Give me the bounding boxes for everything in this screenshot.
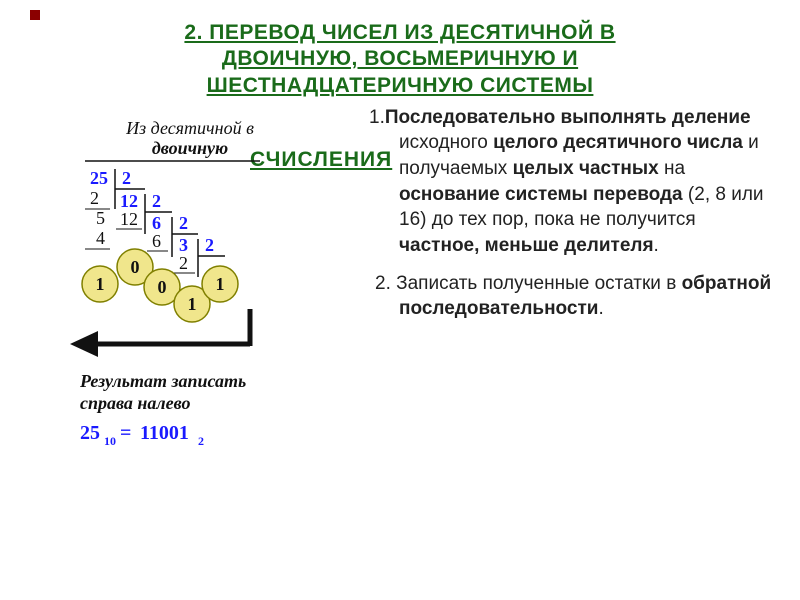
result-lhs: 25 (80, 422, 100, 444)
svg-text:0: 0 (131, 257, 140, 277)
svg-text:2: 2 (122, 168, 131, 188)
title-line-1: 2. ПЕРЕВОД ЧИСЕЛ ИЗ ДЕСЯТИЧНОЙ В (184, 21, 615, 44)
svg-text:25: 25 (90, 168, 108, 188)
step-2-body: Записать полученные остатки в обратной п… (391, 273, 771, 320)
diagram-header-2: двоичную (152, 138, 228, 158)
result-eq: = (120, 422, 131, 444)
svg-text:2: 2 (179, 253, 188, 273)
step-2: 2. Записать полученные остатки в обратно… (375, 271, 780, 322)
arrow-label-2: справа налево (80, 393, 190, 413)
step-1-body: Последовательно выполнять деление исходн… (385, 107, 764, 256)
step-1-number: 1. (369, 107, 385, 128)
svg-text:12: 12 (120, 209, 138, 229)
steps-text: 1.Последовательно выполнять деление исхо… (375, 109, 780, 489)
svg-text:4: 4 (96, 228, 105, 248)
svg-text:12: 12 (120, 191, 138, 211)
svg-text:2: 2 (152, 191, 161, 211)
svg-text:1: 1 (188, 294, 197, 314)
svg-text:6: 6 (152, 213, 161, 233)
svg-text:5: 5 (96, 208, 105, 228)
step-1: 1.Последовательно выполнять деление исхо… (375, 105, 780, 259)
svg-text:2: 2 (205, 235, 214, 255)
step-2-number: 2. (375, 273, 391, 294)
accent-square (30, 10, 40, 20)
svg-text:2: 2 (90, 188, 99, 208)
svg-text:6: 6 (152, 231, 161, 251)
result-rhs-sub: 2 (198, 434, 204, 448)
arrow-label-1: Результат записать (79, 371, 246, 391)
result-lhs-sub: 10 (104, 434, 116, 448)
svg-text:0: 0 (158, 277, 167, 297)
result-rhs: 11001 (140, 422, 189, 444)
title-line-3: ШЕСТНАДЦАТЕРИЧНУЮ СИСТЕМЫ (207, 74, 594, 97)
conversion-diagram: .hdr { font: italic 18px "Times New Roma… (20, 109, 360, 489)
diagram-header-1: Из десятичной в (125, 118, 254, 138)
svg-text:1: 1 (96, 274, 105, 294)
svg-text:1: 1 (216, 274, 225, 294)
svg-text:2: 2 (179, 213, 188, 233)
svg-text:3: 3 (179, 235, 188, 255)
slide-title: 2. ПЕРЕВОД ЧИСЕЛ ИЗ ДЕСЯТИЧНОЙ В ДВОИЧНУ… (0, 0, 800, 109)
title-line-2: ДВОИЧНУЮ, ВОСЬМЕРИЧНУЮ И (222, 47, 578, 70)
